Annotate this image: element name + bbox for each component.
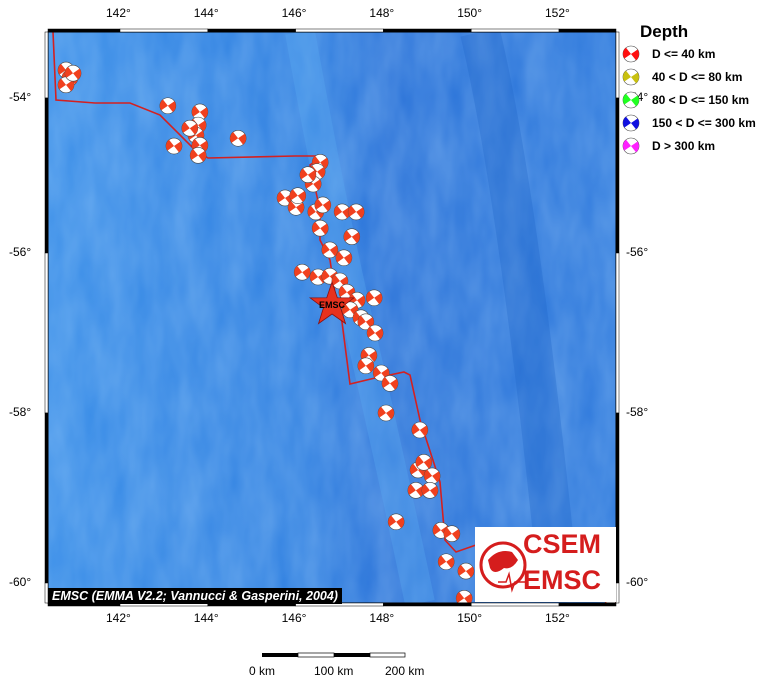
earthquake-event[interactable]	[343, 228, 361, 246]
beachball-icon	[622, 114, 640, 131]
scale-label-100: 100 km	[314, 664, 354, 678]
scale-bar	[262, 652, 406, 658]
depth-legend: Depth D <= 40 km 40 < D <= 80 km 80 < D <=…	[622, 22, 756, 157]
earthquake-event[interactable]	[347, 203, 365, 221]
earthquake-event[interactable]	[335, 249, 353, 267]
earthquake-event[interactable]	[411, 421, 429, 439]
lat-tick-left: -54°	[9, 90, 32, 104]
lon-tick-bottom: 150°	[457, 611, 483, 625]
legend-item: 150 < D <= 300 km	[622, 111, 756, 134]
earthquake-event[interactable]	[381, 375, 399, 392]
earthquake-event[interactable]	[314, 196, 332, 214]
beachball-icon	[622, 68, 640, 85]
lat-tick-right: -60°	[626, 575, 649, 589]
beachball-icon	[622, 137, 640, 154]
earthquake-event[interactable]	[333, 203, 351, 221]
scale-label-0: 0 km	[249, 664, 276, 678]
legend-item: D <= 40 km	[622, 42, 756, 65]
lon-tick-bottom: 152°	[545, 611, 570, 625]
main-event-label: EMSC	[319, 300, 346, 310]
earthquake-event[interactable]	[64, 64, 82, 82]
legend-label: 150 < D <= 300 km	[652, 115, 756, 130]
emsc-logo: CSEM EMSC	[475, 527, 616, 602]
earthquake-event[interactable]	[293, 263, 311, 281]
lon-tick-bottom: 142°	[106, 611, 131, 625]
lat-tick-right: -56°	[626, 245, 649, 259]
legend-label: D <= 40 km	[652, 46, 716, 61]
earthquake-event[interactable]	[159, 97, 177, 115]
logo-csem: CSEM	[523, 529, 602, 559]
legend-label: D > 300 km	[652, 138, 716, 153]
events-layer: EMSC	[57, 61, 616, 606]
earthquake-event[interactable]	[457, 562, 475, 580]
beachball	[622, 137, 640, 154]
earthquake-event[interactable]	[311, 219, 329, 237]
earthquake-event[interactable]	[357, 313, 375, 331]
earthquake-event[interactable]	[321, 241, 339, 259]
lon-tick-bottom: 144°	[193, 611, 219, 625]
beachball	[622, 45, 640, 62]
lon-tick-top: 144°	[193, 6, 219, 20]
lat-tick-left: -56°	[9, 245, 32, 259]
earthquake-event[interactable]	[229, 130, 247, 147]
earthquake-event[interactable]	[299, 166, 317, 184]
lon-tick-top: 142°	[106, 6, 131, 20]
lon-tick-top: 148°	[369, 6, 395, 20]
beachball	[622, 91, 640, 108]
globe-icon	[479, 541, 527, 593]
earthquake-event[interactable]	[377, 404, 395, 422]
lat-tick-right: -58°	[626, 405, 649, 419]
earthquake-event[interactable]	[189, 147, 207, 164]
legend-title: Depth	[640, 22, 689, 41]
earthquake-event[interactable]	[421, 482, 439, 499]
lat-tick-left: -60°	[9, 575, 32, 589]
beachball	[622, 114, 640, 131]
lon-tick-top: 152°	[545, 6, 570, 20]
earthquake-event[interactable]	[443, 525, 461, 543]
earthquake-event[interactable]	[181, 119, 199, 137]
bathymetry-relief	[48, 32, 616, 603]
lon-tick-top: 146°	[281, 6, 307, 20]
earthquake-event[interactable]	[387, 513, 405, 531]
lat-tick-left: -58°	[9, 405, 32, 419]
main-event-star-icon[interactable]	[308, 280, 356, 325]
beachball-icon	[622, 91, 640, 108]
beachball-icon	[622, 45, 640, 62]
lon-tick-bottom: 146°	[281, 611, 307, 625]
legend-label: 80 < D <= 150 km	[652, 92, 750, 107]
legend-item: 80 < D <= 150 km	[622, 88, 756, 111]
earthquake-event[interactable]	[455, 590, 473, 606]
earthquake-event[interactable]	[423, 467, 441, 485]
earthquake-event[interactable]	[437, 553, 455, 571]
beachball	[622, 68, 640, 85]
scale-label-200: 200 km	[385, 664, 425, 678]
legend-item: 40 < D <= 80 km	[622, 65, 756, 88]
earthquake-event[interactable]	[287, 198, 305, 216]
legend-item: D > 300 km	[622, 134, 756, 157]
earthquake-event[interactable]	[191, 136, 209, 154]
earthquake-event[interactable]	[366, 324, 384, 342]
earthquake-event[interactable]	[289, 187, 307, 204]
lon-tick-bottom: 148°	[369, 611, 395, 625]
earthquake-event[interactable]	[365, 289, 383, 307]
earthquake-event[interactable]	[165, 137, 183, 155]
earthquake-event[interactable]	[407, 482, 425, 499]
attribution: EMSC (EMMA V2.2; Vannucci & Gasperini, 2…	[48, 588, 342, 604]
earthquake-event[interactable]	[191, 103, 209, 121]
lon-tick-top: 150°	[457, 6, 483, 20]
earthquake-event[interactable]	[357, 357, 375, 375]
earthquake-event[interactable]	[415, 453, 433, 471]
legend-label: 40 < D <= 80 km	[652, 69, 743, 84]
logo-emsc: EMSC	[523, 565, 602, 595]
